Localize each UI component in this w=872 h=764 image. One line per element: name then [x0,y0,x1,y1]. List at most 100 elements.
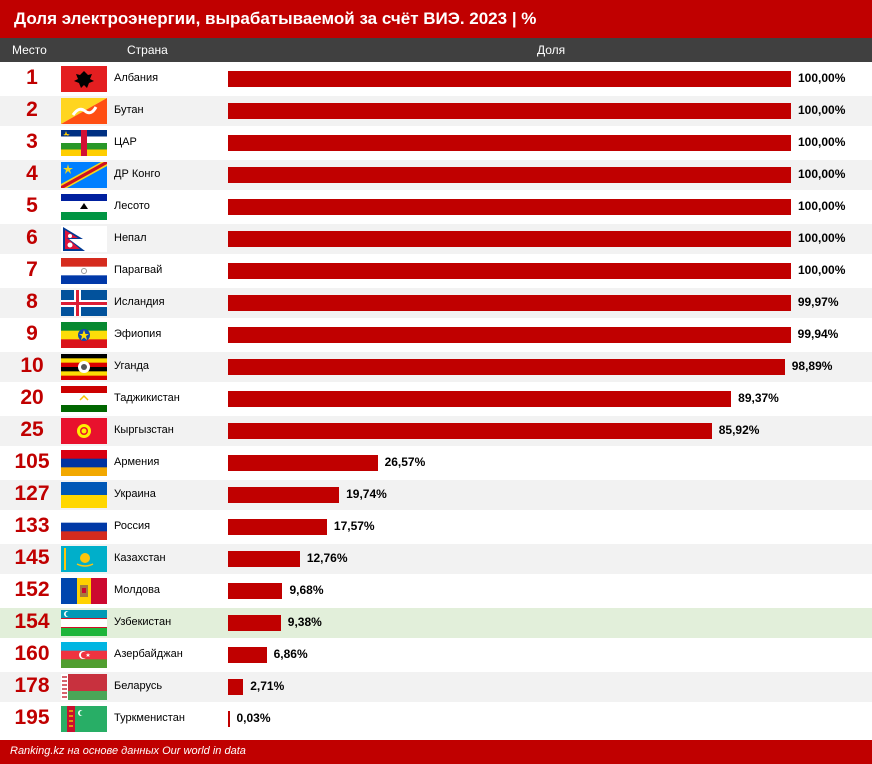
country-label: Исландия [114,296,165,308]
country-label: Лесото [114,200,150,212]
table-row: 178 Беларусь 2,71% [0,672,872,702]
value-label: 100,00% [798,199,846,213]
bar [228,359,785,375]
table-row: 160 Азербайджан 6,86% [0,640,872,670]
rank-label: 4 [26,162,38,185]
table-row: 8 Исландия 99,97% [0,288,872,318]
bar [228,327,791,343]
bar [228,231,791,247]
country-label: Таджикистан [114,392,180,404]
flag-paraguay-icon [61,258,107,284]
rank-label: 8 [26,290,38,313]
country-label: Узбекистан [114,616,172,628]
country-label: Уганда [114,360,149,372]
flag-armenia-icon [61,450,107,476]
rank-label: 3 [26,130,38,153]
bar [228,519,327,535]
value-label: 85,92% [718,423,760,437]
flag-turkmenistan-icon [61,706,107,732]
table-row: 2 Бутан 100,00% [0,96,872,126]
country-label: Молдова [114,584,160,596]
table-row: 152 Молдова 9,68% [0,576,872,606]
table-row: 1 Албания 100,00% [0,64,872,94]
header-country: Страна [127,43,168,57]
flag-lesotho-icon [61,194,107,220]
rank-label: 127 [14,482,50,505]
bar [228,679,244,695]
bar [228,199,791,215]
bar [228,167,791,183]
rank-label: 178 [14,674,50,697]
table-row: 6 Непал 100,00% [0,224,872,254]
chart-title: Доля электроэнергии, вырабатываемой за с… [14,9,537,28]
flag-moldova-icon [61,578,107,604]
rank-label: 5 [26,194,38,217]
value-label: 6,86% [273,647,308,661]
table-row: 25 Кыргызстан 85,92% [0,416,872,446]
bar [228,391,732,407]
value-label: 9,68% [289,583,324,597]
flag-russia-icon [61,514,107,540]
footer: Ranking.kz на основе данных Our world in… [0,740,872,764]
table-row: 133 Россия 17,57% [0,512,872,542]
rank-label: 195 [14,706,50,729]
value-label: 98,89% [791,359,833,373]
country-label: ЦАР [114,136,137,148]
country-label: Беларусь [114,680,163,692]
value-label: 100,00% [798,263,846,277]
rank-label: 1 [26,66,38,89]
bar [228,455,378,471]
flag-tajikistan-icon [61,386,107,412]
flag-azerbaijan-icon [61,642,107,668]
value-label: 17,57% [333,519,375,533]
value-label: 100,00% [798,167,846,181]
flag-uzbekistan-icon [61,610,107,636]
value-label: 100,00% [798,231,846,245]
value-label: 0,03% [236,711,271,725]
value-label: 19,74% [346,487,387,501]
country-label: Туркменистан [114,712,185,724]
flag-ukraine-icon [61,482,107,508]
table-row: 5 Лесото 100,00% [0,192,872,222]
bar [228,711,230,727]
rank-label: 10 [20,354,44,377]
bar [228,487,340,503]
source-note: Ranking.kz на основе данных Our world in… [10,745,246,757]
title-bar: Доля электроэнергии, вырабатываемой за с… [0,0,872,38]
rank-label: 152 [14,578,50,601]
value-label: 26,57% [384,455,426,469]
rank-label: 133 [14,514,50,537]
bar [228,647,267,663]
country-label: Эфиопия [114,328,162,340]
flag-kazakhstan-icon [61,546,107,572]
table-row: 9 Эфиопия 99,94% [0,320,872,350]
rank-label: 9 [26,322,38,345]
value-label: 89,37% [738,391,779,405]
country-label: Албания [114,72,159,84]
bar [228,423,712,439]
table-row: 10 Уганда 98,89% [0,352,872,382]
rank-label: 6 [26,226,38,249]
header-share: Доля [537,43,566,57]
bar [228,615,281,631]
bar [228,583,283,599]
rank-label: 7 [26,258,38,281]
country-label: Парагвай [114,264,163,276]
country-label: Азербайджан [114,648,183,660]
rank-label: 105 [14,450,50,473]
bar [228,71,791,87]
value-label: 99,94% [797,327,839,341]
table-row: 127 Украина 19,74% [0,480,872,510]
table-row: 7 Парагвай 100,00% [0,256,872,286]
table-row: 4 ДР Конго 100,00% [0,160,872,190]
flag-albania-icon [61,66,107,92]
rank-label: 2 [26,98,38,121]
table-row: 3 ЦАР 100,00% [0,128,872,158]
country-label: Казахстан [114,552,166,564]
country-label: Украина [114,488,156,500]
bar [228,103,791,119]
flag-ethiopia-icon [61,322,107,348]
country-label: Кыргызстан [114,424,174,436]
value-label: 100,00% [798,135,846,149]
table-row: 105 Армения 26,57% [0,448,872,478]
